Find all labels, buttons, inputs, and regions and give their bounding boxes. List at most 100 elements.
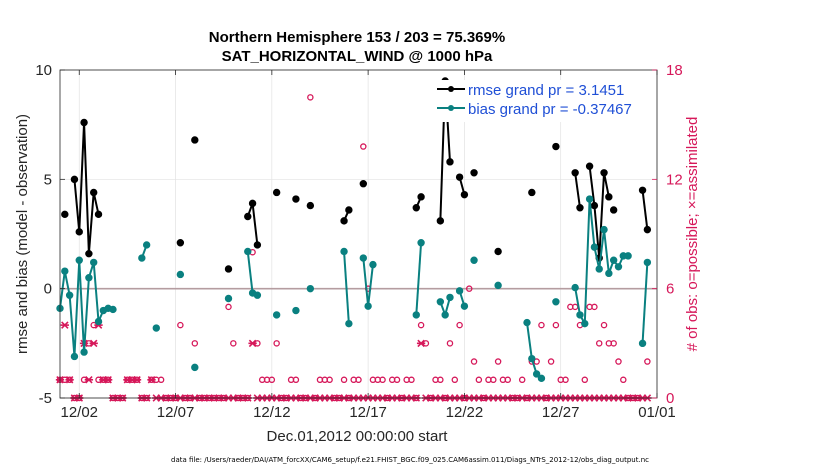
obs-possible-marker [307,94,314,101]
bias-point [600,225,608,234]
bias-point [417,239,425,247]
rmse-point [643,225,652,234]
bias-point [523,318,531,327]
rmse-point [272,188,281,197]
rmse-point [306,201,315,210]
rmse-point [248,199,257,208]
bias-point [359,254,368,262]
bias-point [605,269,613,278]
y-tick-label: -5 [39,390,52,407]
rmse-line [246,203,259,246]
rmse-point [585,162,594,170]
x-tick-label: 12/27 [542,404,580,421]
x-tick-label: 12/22 [446,404,484,421]
rmse-point [94,210,103,219]
bias-line [343,251,350,324]
bias-point [364,302,372,310]
obs-possible-marker [591,303,598,311]
obs-possible-marker [620,376,627,384]
legend: rmse grand pr = 3.1451 bias grand pr = -… [432,80,646,122]
rmse-point [576,204,584,212]
rmse-point [455,173,464,181]
y-tick-label: 5 [44,171,52,188]
rmse-point [590,201,599,210]
bias-point [595,265,603,273]
obs-assimilated-marker [89,339,98,348]
rmse-point [552,142,560,151]
obs-possible-marker [581,376,589,384]
y2-tick-label: 12 [666,171,683,188]
y2-tick-label: 0 [666,390,674,407]
obs-assimilated-marker [65,376,74,384]
bias-point [191,363,199,372]
x-tick-label: 12/17 [349,404,387,421]
bias-line [526,322,543,380]
obs-possible-marker [504,376,511,384]
rmse-point [609,206,618,214]
obs-possible-marker [610,340,617,347]
obs-possible-marker [417,321,425,329]
rmse-point [340,217,348,225]
series-lines [56,77,652,383]
rmse-line [73,122,100,254]
rmse-point [571,169,579,177]
obs-possible-marker [644,358,651,365]
bias-point [576,311,584,319]
obs-assimilated-marker [248,339,257,348]
rmse-point [528,188,536,197]
bias-point [412,311,420,319]
bias-line [641,262,649,344]
obs-possible-marker [538,321,545,329]
y2-axis-label: # of obs: o=possible; ×=assimilated [684,117,701,352]
obs-possible-marker [446,340,454,347]
bias-point [590,243,599,251]
bias-point [532,370,541,378]
rmse-line [641,190,649,230]
obs-possible-marker [326,376,333,384]
bias-point [638,339,647,348]
obs-possible-marker [340,376,348,384]
rmse-point [224,265,233,273]
y2-tick-label: 6 [666,281,674,298]
plot-frame [59,69,658,399]
bias-point [614,263,623,271]
bias-point [138,254,146,262]
bias-point [85,274,93,282]
bias-point [624,252,632,260]
bias-point [369,260,377,269]
x-tick-label: 12/12 [253,404,291,421]
rmse-point [61,210,69,219]
rmse-point [244,212,252,221]
rmse-point [292,195,300,203]
bias-point [109,305,117,314]
legend-bias-marker [448,105,454,111]
obs-possible-marker [268,376,276,384]
bias-point [65,291,74,299]
rmse-point [191,136,199,144]
rmse-point [412,204,420,212]
bias-point [80,348,88,356]
obs-possible-marker [475,376,483,384]
obs-possible-marker [393,376,401,384]
bias-point [552,298,560,306]
bias-point [460,302,469,310]
obs-possible-marker [470,358,478,365]
bias-point [244,247,252,256]
bias-point [537,374,546,383]
obs-possible-marker [437,376,444,384]
bias-point [528,354,536,363]
rmse-point [345,206,353,214]
rmse-point [605,193,613,201]
bias-point [571,283,579,292]
obs-possible-marker [465,285,473,292]
chart-subtitle: SAT_HORIZONTAL_WIND @ 1000 hPa [222,48,493,65]
rmse-point [85,249,93,258]
bias-point [94,317,103,326]
bias-point [455,287,464,295]
y-tick-label: 10 [35,62,52,79]
rmse-point [470,169,478,177]
bias-point [292,306,300,315]
obs-possible-marker [191,340,199,347]
obs-possible-marker [562,376,569,384]
